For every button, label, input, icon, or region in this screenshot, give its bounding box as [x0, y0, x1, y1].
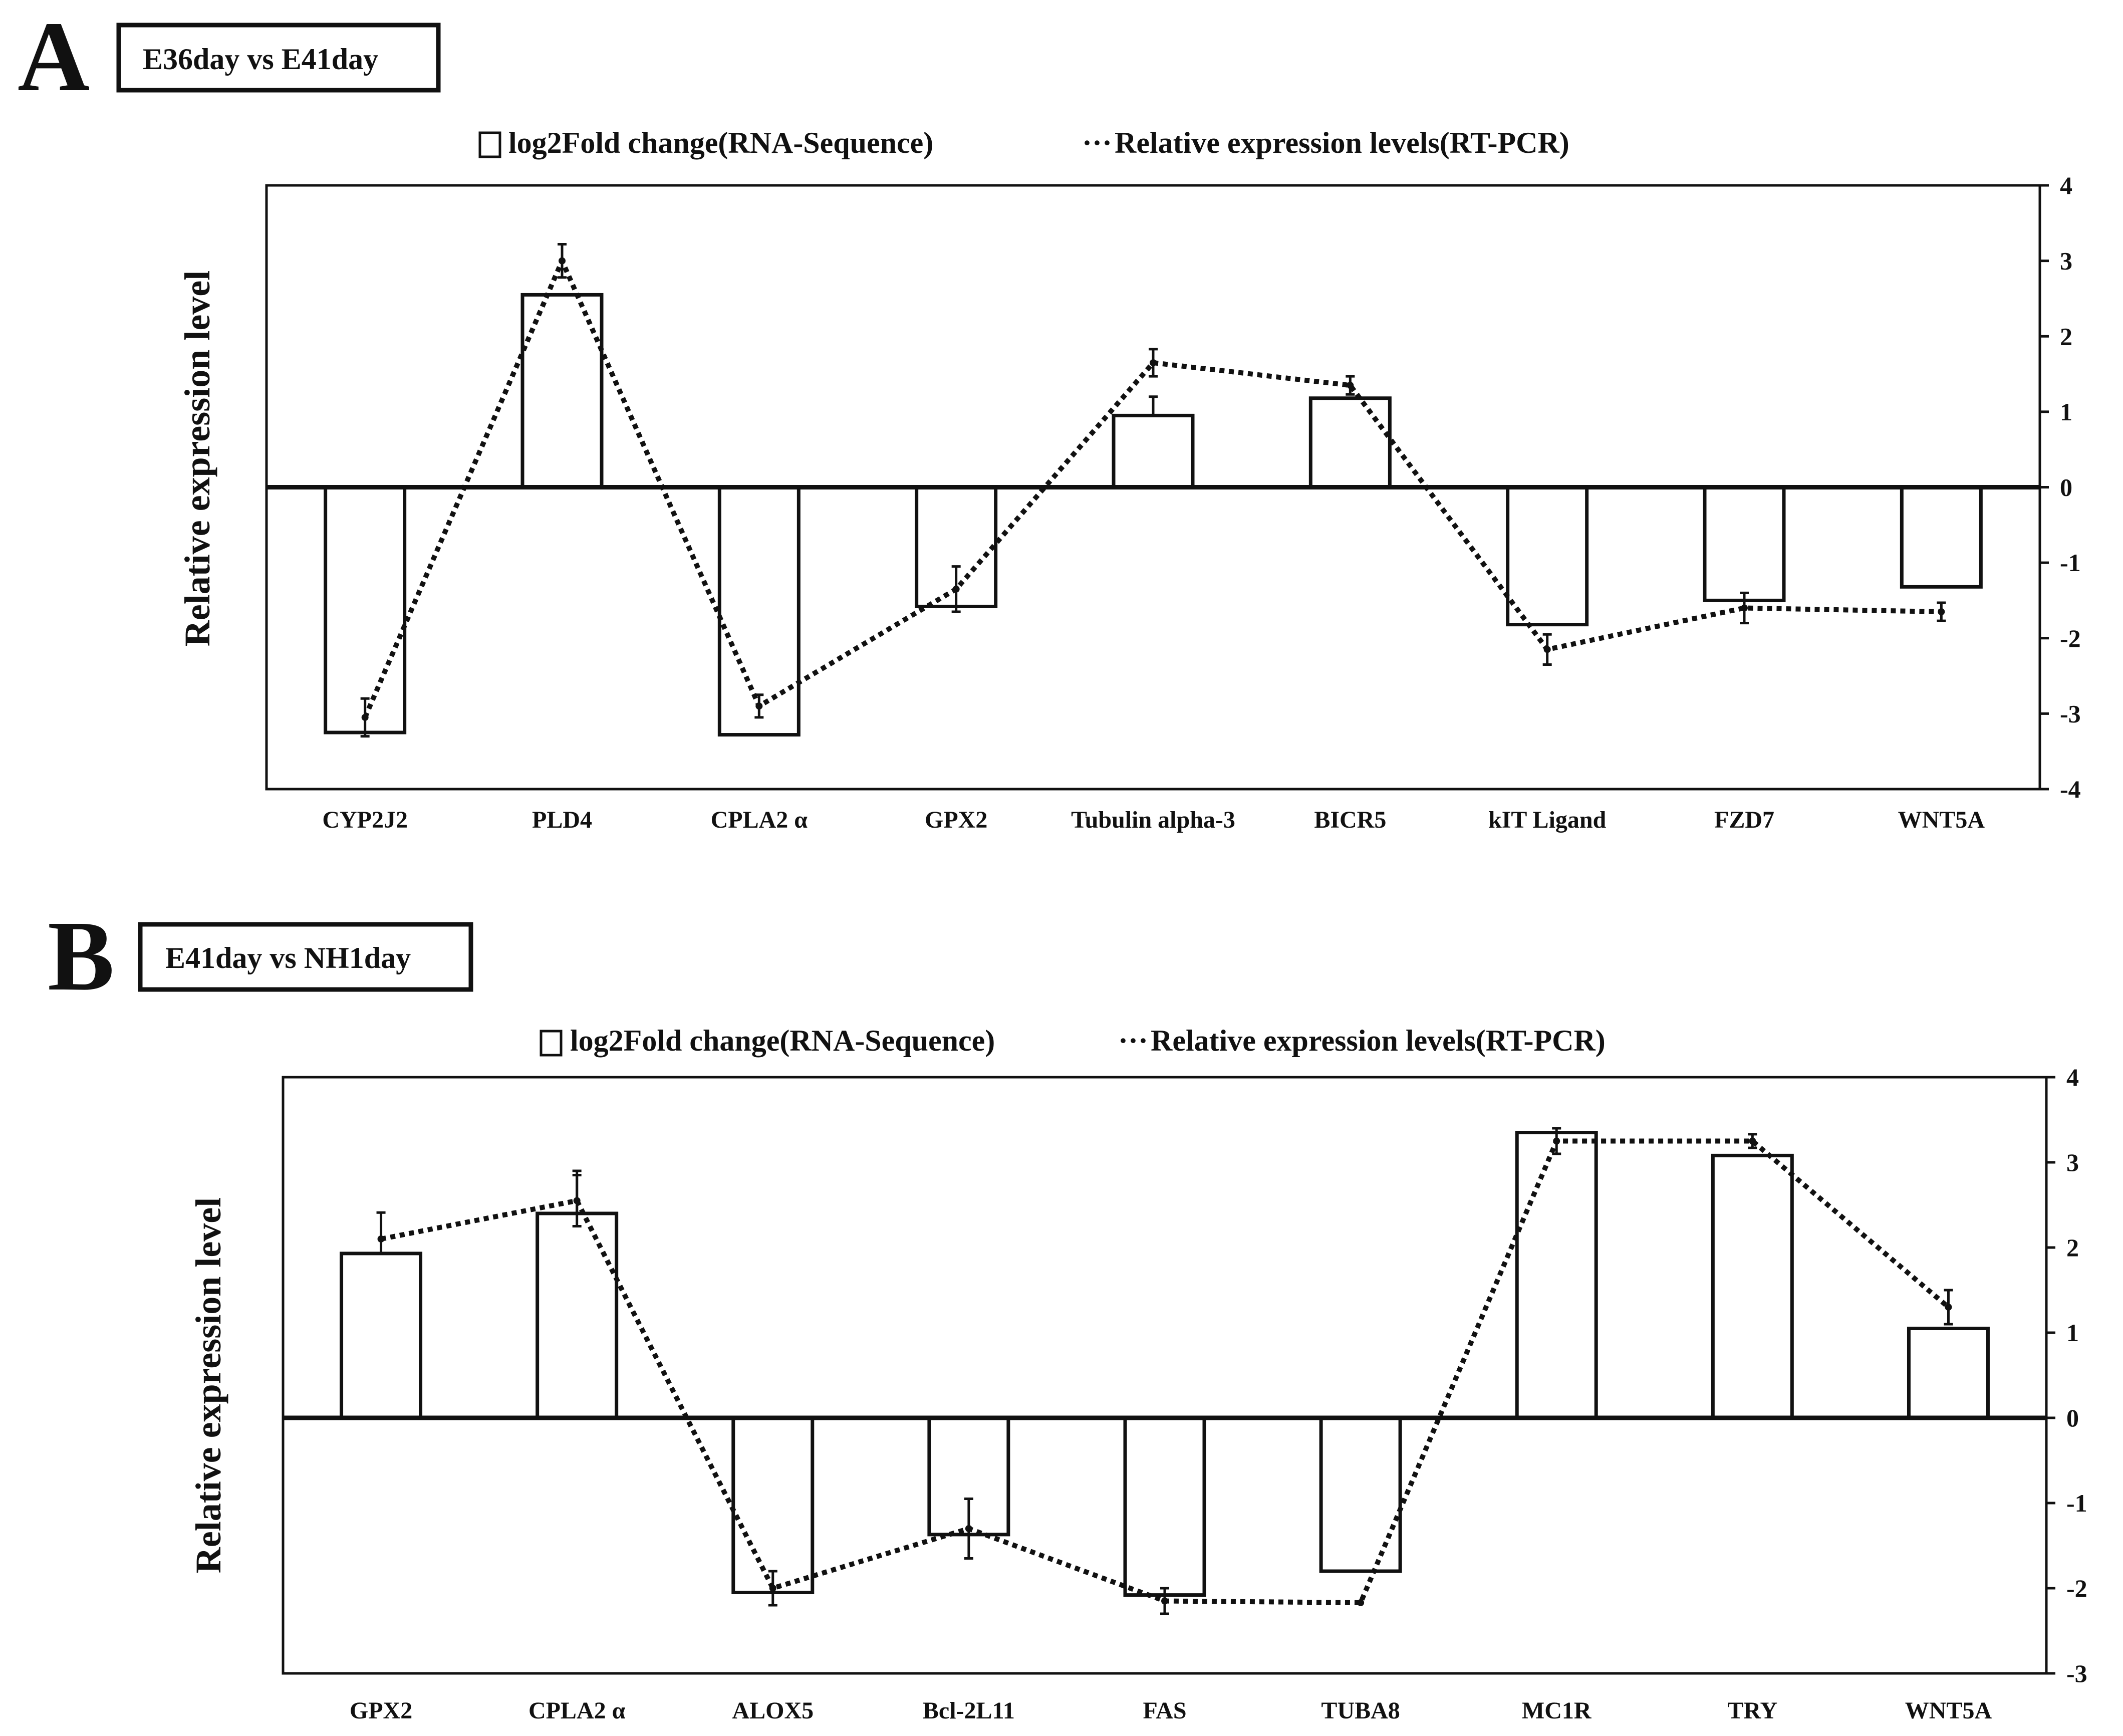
panel-a-bar	[1112, 413, 1195, 489]
panel-b-rtpcr-point	[965, 1525, 972, 1532]
panel-a-bar	[1308, 396, 1392, 489]
panel-b-category-label: ALOX5	[732, 1697, 814, 1724]
panel-a-rtpcr-point	[1938, 608, 1945, 616]
panel-b-rtpcr-point	[1161, 1597, 1168, 1605]
panel-b-y-tick-label: -2	[2066, 1574, 2087, 1602]
panel-a-y-tick-label: -2	[2060, 624, 2081, 652]
panel-b-letter: B	[48, 901, 114, 1012]
panel-b-y-tick-label: 2	[2066, 1233, 2079, 1262]
panel-a-legend-line-label: Relative expression levels(RT-PCR)	[1115, 126, 1569, 159]
panel-b-bar	[340, 1252, 423, 1420]
panel-b-legend-line-label: Relative expression levels(RT-PCR)	[1151, 1024, 1606, 1057]
panel-a-rtpcr-point	[1150, 359, 1157, 366]
panel-a-comparison-box	[116, 23, 441, 93]
panel-a-y-tick-label: 4	[2060, 171, 2072, 199]
panel-a-rtpcr-point	[361, 713, 369, 721]
panel-a-y-tick-label: 1	[2060, 398, 2072, 426]
panel-b-comparison-label: E41day vs NH1day	[165, 941, 411, 974]
panel-b-plot-area	[282, 1076, 2048, 1675]
panel-b-y-tick-label: -3	[2066, 1659, 2087, 1687]
panel-a-rtpcr-point	[1347, 382, 1354, 389]
panel-b-comparison-box	[138, 922, 473, 992]
panel-a-y-tick-label: -1	[2060, 549, 2081, 577]
panel-b-category-label: FAS	[1143, 1697, 1186, 1724]
panel-a-category-label: kIT Ligand	[1488, 807, 1607, 833]
panel-b-category-label: CPLA2 α	[528, 1697, 626, 1724]
panel-b-legend-bar-label: log2Fold change(RNA-Sequence)	[570, 1024, 995, 1057]
panel-a-y-tick-label: 3	[2060, 247, 2072, 275]
panel-b-category-label: GPX2	[350, 1697, 412, 1724]
panel-a-category-label: CYP2J2	[322, 807, 408, 833]
panel-a-legend-bar-label: log2Fold change(RNA-Sequence)	[508, 126, 933, 159]
panel-b-category-label: TUBA8	[1321, 1697, 1400, 1724]
panel-b-rtpcr-point	[1553, 1137, 1560, 1145]
panel-a-rtpcr-point	[559, 257, 566, 265]
panel-b-rtpcr-point	[769, 1585, 776, 1592]
panel-a-category-label: BICR5	[1314, 807, 1386, 833]
panel-a-y-tick-label: 0	[2060, 473, 2072, 502]
panel-a-rtpcr-point	[952, 585, 960, 593]
panel-a-plot: 4 3 2 1 0 -1 -2 -3 -4 CYP2J2 PLD4 CPLA2 α GPX2 Tubuli…	[267, 171, 2081, 833]
panel-a-legend-line-symbol: ···	[1082, 126, 1112, 159]
panel-b-rtpcr-point	[1357, 1599, 1365, 1606]
panel-b-bar	[731, 1416, 815, 1594]
panel-a-y-tick-label: -3	[2060, 699, 2081, 727]
panel-b: B E41day vs NH1day log2Fold change(RNA-S…	[48, 901, 2087, 1724]
panel-a-letter: A	[18, 2, 90, 112]
panel-a-rtpcr-point	[1543, 646, 1551, 653]
panel-a-category-label: PLD4	[532, 807, 592, 833]
panel-a-bar	[1703, 485, 1786, 602]
panel-b-bar	[1319, 1416, 1402, 1573]
panel-a-y-tick-label: -4	[2060, 775, 2081, 803]
panel-b-y-tick-label: 4	[2066, 1063, 2079, 1091]
panel-b-rtpcr-point	[1749, 1137, 1756, 1145]
panel-a-category-label: GPX2	[925, 807, 987, 833]
panel-b-category-label: Bcl-2L11	[923, 1697, 1015, 1724]
panel-a-y-axis-title: Relative expression level	[177, 271, 217, 647]
panel-a-legend-bar-swatch	[478, 131, 501, 158]
panel-b-bar	[1711, 1153, 1794, 1420]
panel-a-category-label: WNT5A	[1898, 807, 1985, 833]
panel-a-bar	[324, 485, 407, 734]
panel-b-category-label: TRY	[1728, 1697, 1778, 1724]
panel-b-y-tick-label: 1	[2066, 1319, 2079, 1347]
panel-a-rtpcr-point	[1741, 604, 1748, 612]
panel-a-rtpcr-line	[363, 255, 1942, 718]
panel-b-category-label: WNT5A	[1905, 1697, 1992, 1724]
panel-b-y-tick-label: -1	[2066, 1489, 2087, 1517]
panel-a-comparison-label: E36day vs E41day	[143, 43, 378, 76]
panel-a: A E36day vs E41day log2Fold change(RNA-S…	[18, 2, 2081, 833]
panel-b-rtpcr-point	[1945, 1304, 1952, 1311]
panel-a-bar	[520, 293, 604, 489]
panel-b-y-tick-label: 3	[2066, 1148, 2079, 1176]
panel-b-bar	[1123, 1416, 1206, 1597]
panel-b-y-axis-title: Relative expression level	[188, 1197, 228, 1574]
panel-a-y-tick-label: 2	[2060, 322, 2072, 350]
panel-a-category-label: CPLA2 α	[711, 807, 808, 833]
panel-a-bar	[1506, 485, 1589, 627]
panel-b-bar	[1515, 1131, 1598, 1420]
panel-b-rtpcr-point	[573, 1197, 581, 1204]
panel-b-y-tick-label: 0	[2066, 1404, 2079, 1432]
panel-b-plot: 4 3 2 1 0 -1 -2 -3 GPX2 CPLA2 α ALOX5 Bcl-2L11 FAS TU…	[283, 1063, 2087, 1724]
panel-b-bar	[536, 1211, 619, 1420]
panel-a-category-label: FZD7	[1714, 807, 1774, 833]
panel-a-rtpcr-point	[755, 702, 763, 710]
panel-b-category-label: MC1R	[1522, 1697, 1592, 1724]
panel-a-category-label: Tubulin alpha-3	[1071, 807, 1235, 833]
panel-b-rtpcr-point	[377, 1235, 385, 1243]
panel-a-bar	[1900, 485, 1983, 589]
panel-b-legend-line-symbol: ···	[1118, 1024, 1148, 1057]
panel-b-legend-bar-swatch	[540, 1030, 563, 1057]
panel-b-bar	[1907, 1327, 1990, 1420]
